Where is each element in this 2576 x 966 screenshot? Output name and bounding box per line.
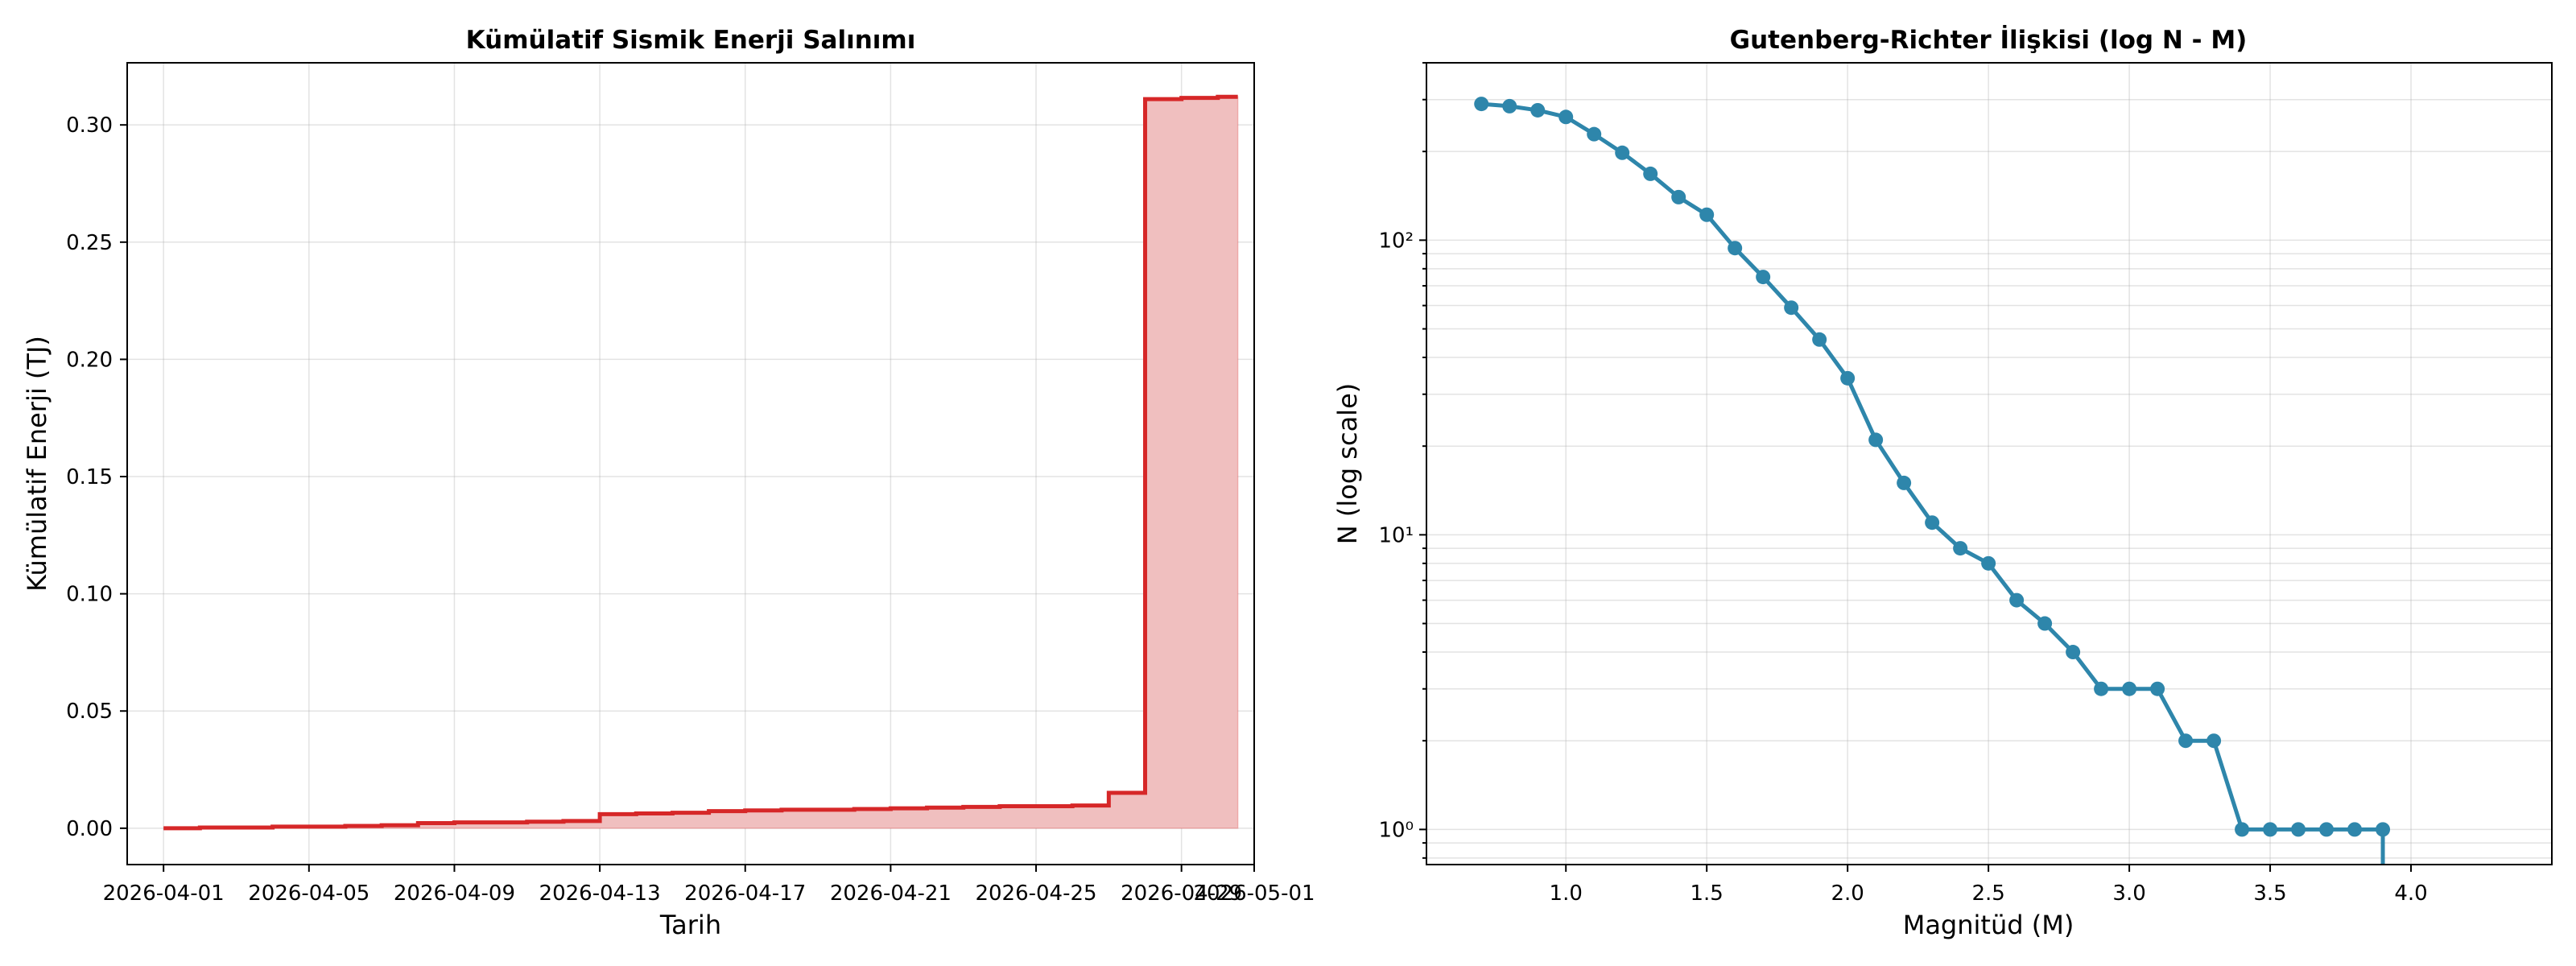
gr-data-point (1981, 555, 1996, 571)
energy-y-tick-label: 0.30 (66, 114, 113, 138)
gr-series-points (1474, 97, 2391, 837)
gr-data-point (1925, 515, 1940, 530)
gr-data-point (1756, 270, 1771, 285)
gr-x-tick-label: 4.0 (2394, 881, 2427, 906)
gr-data-point (2150, 681, 2165, 696)
gr-data-point (1615, 145, 1630, 160)
gr-data-point (2347, 822, 2363, 837)
gr-data-point (2291, 822, 2306, 837)
gr-data-point (1728, 241, 1743, 256)
gr-chart-grid (1426, 62, 2552, 865)
gr-chart-ticks: 1.0 1.5 2.0 2.5 3.0 3.5 4.0 10⁰ 10¹ 10² (1378, 62, 2428, 906)
gr-data-point (1784, 300, 1799, 316)
gr-data-point (1953, 541, 1968, 556)
gr-data-point (2178, 733, 2194, 749)
gr-data-point (1699, 207, 1715, 222)
gr-data-point (2009, 592, 2025, 608)
gutenberg-richter-panel: Gutenberg-Richter İlişkisi (log N - M) 1… (1332, 26, 2553, 940)
gr-data-point (1671, 189, 1686, 204)
energy-x-tick-label: 2026-04-29 (1121, 881, 1242, 906)
energy-y-tick-label: 0.10 (66, 583, 113, 607)
gr-series-line (1481, 101, 2385, 865)
gr-chart-title: Gutenberg-Richter İlişkisi (log N - M) (1730, 26, 2248, 55)
gr-data-point (2235, 822, 2250, 837)
gr-data-point (2207, 733, 2222, 749)
gr-data-point (1530, 102, 1546, 118)
energy-y-tick-label: 0.00 (66, 817, 113, 841)
gr-data-point (1812, 332, 1827, 347)
gr-x-tick-label: 2.0 (1831, 881, 1864, 906)
gr-x-axis-label: Magnitüd (M) (1903, 910, 2074, 940)
energy-y-axis-label: Kümülatif Enerji (TJ) (22, 336, 52, 592)
energy-x-tick-label: 2026-04-05 (248, 881, 369, 906)
gr-x-tick-label: 1.0 (1550, 881, 1583, 906)
energy-chart-panel: Kümülatif Sismik Enerji Salınımı 2026-04… (22, 26, 1315, 940)
gr-y-axis-label: N (log scale) (1332, 383, 1363, 544)
gr-data-point (2066, 645, 2081, 660)
energy-y-tick-label: 0.25 (66, 231, 113, 255)
energy-x-axis-label: Tarih (659, 910, 721, 940)
energy-x-tick-label: 2026-04-21 (830, 881, 952, 906)
gr-x-tick-label: 3.5 (2253, 881, 2286, 906)
energy-x-tick-label: 2026-04-25 (975, 881, 1096, 906)
energy-series-line (163, 94, 1238, 831)
energy-x-tick-label: 2026-04-09 (394, 881, 515, 906)
gr-y-tick-label: 10¹ (1378, 523, 1414, 547)
gr-data-point (1868, 432, 1884, 448)
gr-data-point (1474, 97, 1489, 112)
energy-y-tick-label: 0.15 (66, 465, 113, 489)
gr-data-point (1897, 475, 1912, 490)
gr-x-tick-label: 1.5 (1690, 881, 1724, 906)
energy-x-tick-label: 2026-04-17 (684, 881, 806, 906)
gr-data-point (1502, 98, 1517, 114)
energy-x-tick-label: 2026-04-01 (103, 881, 225, 906)
energy-y-tick-label: 0.05 (66, 700, 113, 724)
energy-chart-frame (126, 62, 1255, 865)
gr-data-point (1587, 126, 1602, 142)
energy-chart-title: Kümülatif Sismik Enerji Salınımı (466, 26, 916, 55)
energy-chart-ticks: 2026-04-01 2026-04-05 2026-04-09 2026-04-13… (66, 114, 1315, 906)
gr-data-point (1840, 370, 1856, 386)
gr-data-point (2376, 822, 2391, 837)
gr-x-tick-label: 3.0 (2112, 881, 2145, 906)
gr-y-tick-label: 10⁰ (1378, 818, 1414, 842)
gr-data-point (2094, 681, 2109, 696)
gr-chart-frame (1426, 62, 2553, 865)
gr-data-point (2122, 681, 2137, 696)
gr-data-point (2319, 822, 2334, 837)
gr-y-tick-label: 10² (1378, 229, 1414, 253)
gr-data-point (2263, 822, 2278, 837)
energy-x-tick-label: 2026-05-01 (1193, 881, 1315, 906)
gr-x-tick-label: 2.5 (1971, 881, 2004, 906)
energy-x-tick-label: 2026-04-13 (539, 881, 661, 906)
gr-data-point (1643, 166, 1658, 181)
gr-data-point (1558, 109, 1574, 125)
energy-area-fill (163, 96, 1239, 829)
energy-y-tick-label: 0.20 (66, 348, 113, 372)
energy-chart-grid (127, 63, 1255, 865)
gr-data-point (2037, 616, 2053, 631)
